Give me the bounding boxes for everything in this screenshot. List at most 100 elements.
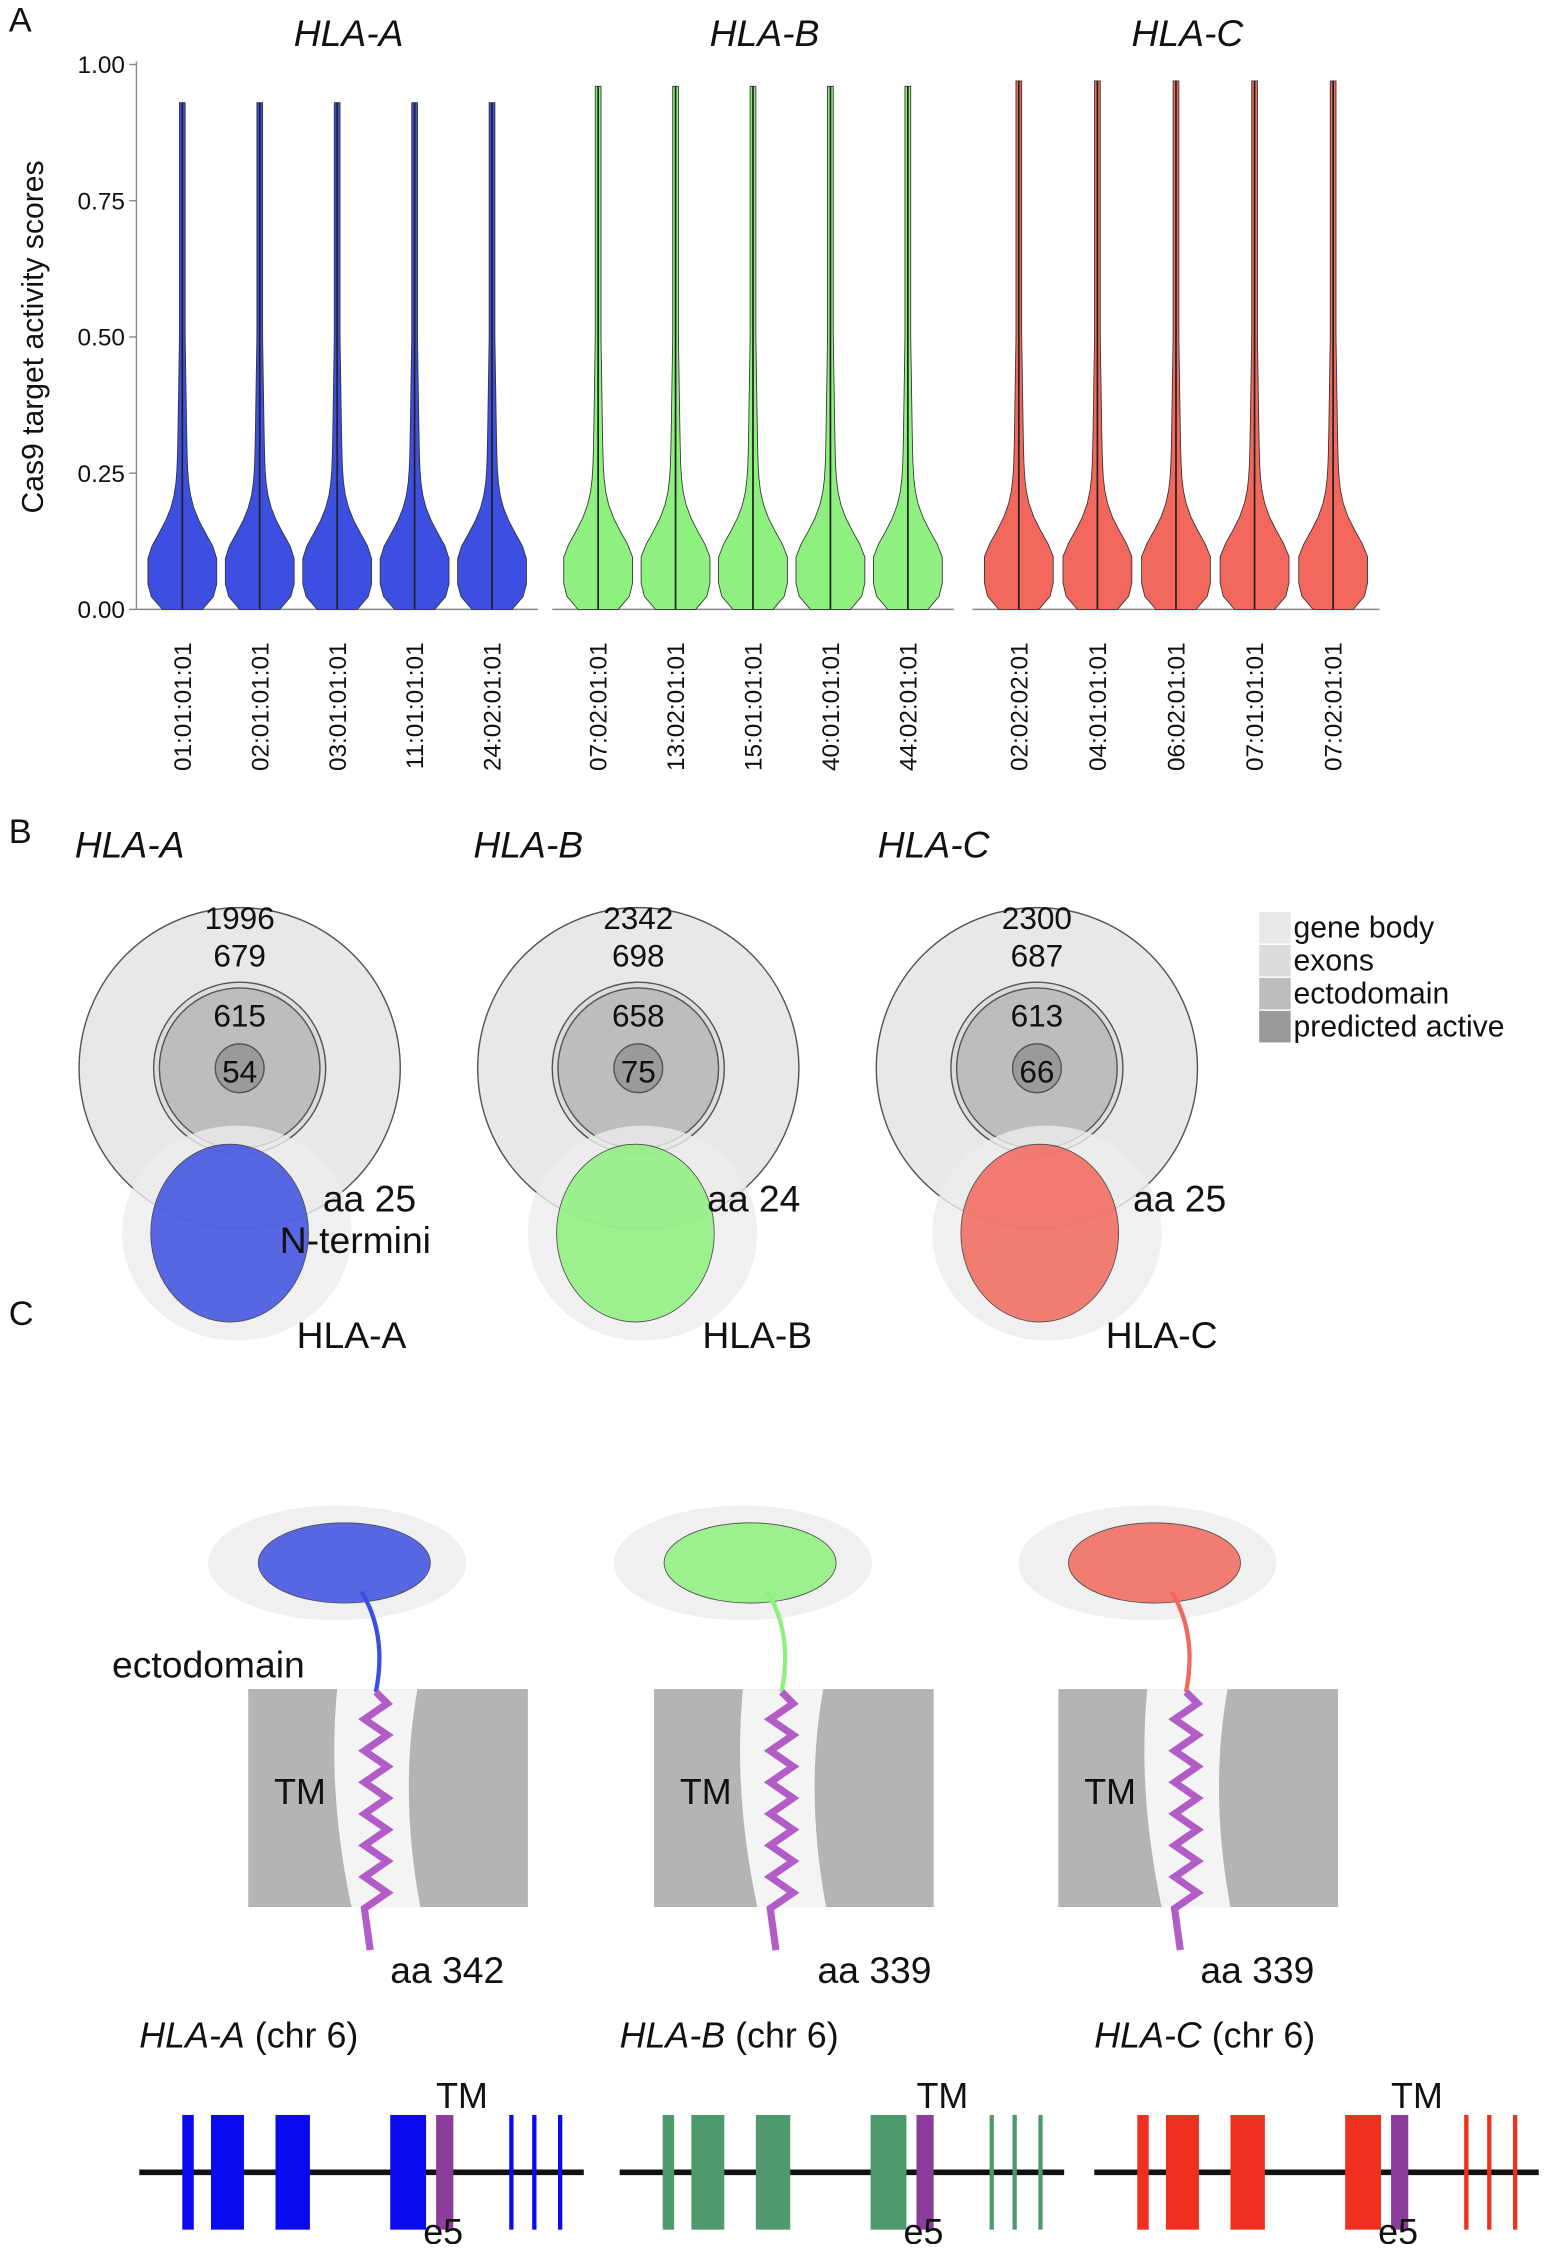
domain xyxy=(257,1522,431,1604)
c-term-label: aa 339 xyxy=(1200,1949,1314,1991)
x-tick-label: 15:01:01:01 xyxy=(741,642,768,771)
exon xyxy=(436,2114,454,2230)
channel xyxy=(740,1689,827,1908)
venn-count: 615 xyxy=(213,998,266,1034)
y-tick-label: 0.25 xyxy=(78,461,125,488)
venn-count: 66 xyxy=(1019,1054,1054,1090)
venn-title: HLA-C xyxy=(878,823,991,865)
venn-count: 2342 xyxy=(603,900,673,936)
y-tick-label: 0.75 xyxy=(78,188,125,215)
group-title: HLA-C xyxy=(1132,12,1245,54)
c-term-label: aa 339 xyxy=(818,1949,932,1991)
tm-label: TM xyxy=(1391,2076,1443,2116)
legend-label: predicted active xyxy=(1294,1011,1505,1044)
exon xyxy=(916,2114,934,2230)
x-tick-label: 07:01:01:01 xyxy=(1242,642,1269,771)
helix xyxy=(358,1689,394,1951)
venn-circle xyxy=(1011,1043,1062,1094)
exon xyxy=(1137,2114,1149,2230)
gene-name: HLA-B xyxy=(620,2016,726,2056)
venn-count: 613 xyxy=(1011,998,1064,1034)
n-termini-label: N-termini xyxy=(280,1219,431,1261)
venn-title: HLA-B xyxy=(473,823,583,865)
exon xyxy=(1012,2114,1017,2230)
group-title: HLA-B xyxy=(710,12,820,54)
stalk xyxy=(765,1590,788,1693)
c-term-label: aa 342 xyxy=(390,1949,504,1991)
x-tick-label: 01:01:01:01 xyxy=(170,642,197,771)
exon xyxy=(1165,2114,1199,2230)
channel xyxy=(334,1689,421,1908)
x-tick-label: 02:01:01:01 xyxy=(247,642,274,771)
legend-label: ectodomain xyxy=(1294,978,1450,1011)
exon xyxy=(557,2114,563,2230)
exon xyxy=(182,2114,194,2230)
exon-label: e5 xyxy=(423,2212,463,2244)
exon xyxy=(1038,2114,1043,2230)
x-tick-label: 24:02:01:01 xyxy=(480,642,507,771)
domain xyxy=(960,1143,1120,1323)
protein-name: HLA-A xyxy=(297,1314,407,1356)
n-term-label: aa 25 xyxy=(1133,1178,1226,1220)
legend-swatch xyxy=(1259,1010,1291,1043)
venn-count: 54 xyxy=(222,1054,257,1090)
venn-count: 2300 xyxy=(1002,900,1072,936)
x-tick-label: 03:01:01:01 xyxy=(325,642,352,771)
x-tick-label: 04:01:01:01 xyxy=(1085,642,1112,771)
panel-label: C xyxy=(9,1295,34,1333)
tm-label: TM xyxy=(274,1772,326,1812)
exon xyxy=(1391,2114,1409,2230)
gene-title: HLA-B (chr 6) xyxy=(620,2016,839,2056)
exon xyxy=(989,2114,994,2230)
n-term-label: aa 25 xyxy=(323,1178,416,1220)
x-tick-label: 07:02:01:01 xyxy=(1321,642,1348,771)
x-tick-label: 06:02:01:01 xyxy=(1164,642,1191,771)
exon xyxy=(755,2114,791,2230)
stalk xyxy=(359,1590,382,1693)
venn-count: 658 xyxy=(612,998,665,1034)
venn-count: 687 xyxy=(1011,937,1064,973)
exon xyxy=(1512,2114,1518,2230)
stalk xyxy=(1169,1590,1192,1693)
panel-label: B xyxy=(9,813,32,851)
x-tick-label: 11:01:01:01 xyxy=(402,642,429,769)
domain xyxy=(556,1143,715,1323)
helix xyxy=(1168,1689,1204,1951)
legend-label: gene body xyxy=(1294,912,1435,945)
channel xyxy=(1144,1689,1231,1908)
venn-count: 679 xyxy=(213,937,266,973)
gene-title: HLA-A (chr 6) xyxy=(139,2016,358,2056)
legend-label: exons xyxy=(1294,945,1374,978)
gene-name: HLA-A xyxy=(139,2016,245,2056)
n-term-label: aa 24 xyxy=(707,1178,800,1220)
exon xyxy=(532,2114,537,2230)
exon xyxy=(1487,2114,1492,2230)
exon xyxy=(691,2114,725,2230)
protein-name: HLA-C xyxy=(1106,1314,1218,1356)
exon xyxy=(662,2114,675,2230)
venn-title: HLA-A xyxy=(75,823,185,865)
tm-label: TM xyxy=(916,2076,968,2116)
tm-label: TM xyxy=(680,1772,732,1812)
venn-count: 1996 xyxy=(205,900,275,936)
protein-name: HLA-B xyxy=(702,1314,812,1356)
x-tick-label: 40:01:01:01 xyxy=(818,642,845,771)
tm-label: TM xyxy=(1084,1772,1136,1812)
exon xyxy=(509,2114,514,2230)
venn-count: 75 xyxy=(621,1054,656,1090)
exon xyxy=(210,2114,244,2230)
y-tick-label: 0.00 xyxy=(78,597,125,624)
exon-label: e5 xyxy=(1378,2212,1418,2244)
exon xyxy=(275,2114,310,2230)
gene-chr: (chr 6) xyxy=(735,2016,839,2056)
tm-label: TM xyxy=(436,2076,488,2116)
x-tick-label: 13:02:01:01 xyxy=(663,642,690,771)
exon xyxy=(1230,2114,1265,2230)
domain xyxy=(1068,1522,1241,1604)
panel-label: A xyxy=(9,2,32,40)
x-tick-label: 07:02:01:01 xyxy=(586,642,613,771)
group-title: HLA-A xyxy=(294,12,404,54)
exon xyxy=(870,2114,907,2230)
gene-chr: (chr 6) xyxy=(255,2016,359,2056)
